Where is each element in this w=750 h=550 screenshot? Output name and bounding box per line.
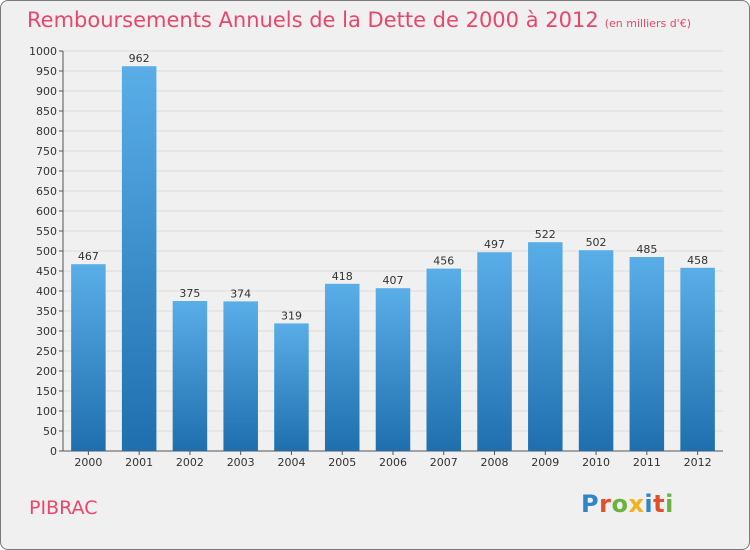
logo-letter: t	[653, 490, 666, 518]
y-tick-label: 500	[36, 245, 57, 258]
bar-value-label: 522	[535, 228, 556, 241]
x-tick-label: 2001	[125, 456, 153, 469]
x-tick-labels: 2000 2001 2002 2003 2004 2005 2006 2007 2008 2009…	[74, 456, 711, 469]
logo-letter: i	[644, 490, 654, 518]
value-labels: 467 962 375 374 319 418 407 456 497 522 502 485 458	[78, 52, 708, 322]
bar-value-label: 374	[230, 287, 251, 300]
chart-title: Remboursements Annuels de la Dette de 20…	[27, 8, 691, 32]
y-tick-label: 950	[36, 65, 57, 78]
bar-value-label: 467	[78, 250, 99, 263]
bar	[324, 283, 360, 451]
bar	[172, 301, 208, 451]
y-tick-label: 700	[36, 165, 57, 178]
logo-letter: r	[599, 490, 612, 518]
chart-title-text: Remboursements Annuels de la Dette de 20…	[27, 8, 599, 32]
logo-letter: i	[665, 490, 674, 518]
bar-value-label: 319	[281, 309, 302, 322]
y-tick-label: 450	[36, 265, 57, 278]
y-tick-label: 1000	[29, 45, 57, 58]
bar-value-label: 407	[383, 274, 404, 287]
bar	[528, 242, 563, 451]
logo-letter: x	[628, 490, 645, 518]
bar-value-label: 502	[586, 236, 607, 249]
bar-value-label: 497	[484, 238, 505, 251]
y-tick-label: 200	[36, 365, 57, 378]
y-tick-label: 850	[36, 105, 57, 118]
logo-letter: P	[581, 490, 600, 518]
y-tick-label: 800	[36, 125, 57, 138]
x-tick-label: 2005	[328, 456, 356, 469]
x-tick-label: 2011	[633, 456, 661, 469]
bar	[629, 257, 665, 451]
y-tick-label: 350	[36, 305, 57, 318]
proxiti-logo[interactable]: Proxiti	[581, 490, 674, 518]
bar	[274, 323, 309, 451]
bar-value-label: 375	[179, 287, 200, 300]
bar	[121, 66, 157, 451]
bar	[223, 301, 258, 451]
bar	[578, 250, 614, 451]
y-tick-label: 400	[36, 285, 57, 298]
bar	[71, 264, 106, 451]
town-name: PIBRAC	[29, 497, 98, 519]
y-tick-label: 100	[36, 405, 57, 418]
chart-subtitle: (en milliers d'€)	[604, 17, 691, 30]
y-tick-label: 150	[36, 385, 57, 398]
bar	[375, 288, 411, 451]
bar	[680, 267, 715, 451]
y-tick-label: 50	[43, 425, 57, 438]
x-tick-label: 2007	[430, 456, 458, 469]
y-tick-label: 650	[36, 185, 57, 198]
y-tick-label: 300	[36, 325, 57, 338]
x-tick-label: 2008	[481, 456, 509, 469]
logo-letter: o	[611, 490, 629, 518]
bars	[71, 66, 715, 451]
y-tick-label: 600	[36, 205, 57, 218]
y-tick-label: 0	[50, 445, 57, 458]
bar-value-label: 418	[332, 270, 353, 283]
y-tick-label: 900	[36, 85, 57, 98]
x-tick-label: 2009	[531, 456, 559, 469]
y-tick-label: 550	[36, 225, 57, 238]
x-tick-label: 2012	[684, 456, 712, 469]
x-tick-label: 2003	[227, 456, 255, 469]
bar	[477, 252, 512, 451]
y-tick-label: 750	[36, 145, 57, 158]
bar-value-label: 458	[687, 254, 708, 267]
bar-value-label: 962	[129, 52, 150, 65]
x-tick-label: 2004	[277, 456, 305, 469]
x-tick-label: 2010	[582, 456, 610, 469]
y-tick-label: 250	[36, 345, 57, 358]
x-tick-label: 2000	[74, 456, 102, 469]
x-tick-label: 2002	[176, 456, 204, 469]
x-tick-label: 2006	[379, 456, 407, 469]
bar	[426, 268, 462, 451]
bar-value-label: 456	[433, 255, 454, 268]
bar-value-label: 485	[636, 243, 657, 256]
y-tick-labels: 0 50 100 150 200 250 300 350 400 450 500 550 600 650 7…	[29, 45, 57, 458]
